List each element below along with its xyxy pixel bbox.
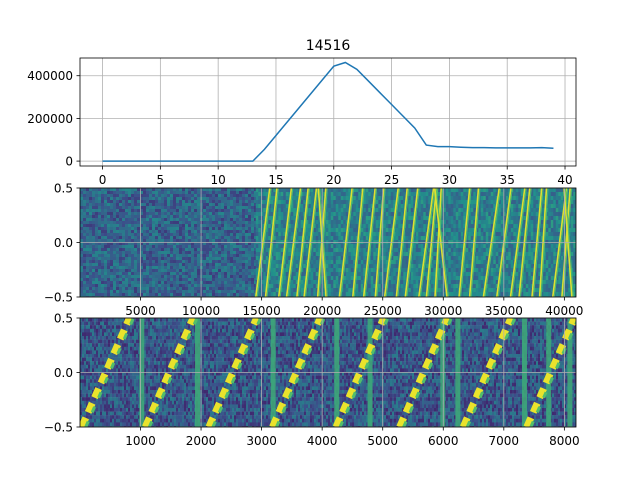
y-tick-label: 200000 xyxy=(27,112,73,126)
x-tick-label: 5000 xyxy=(125,304,156,318)
x-tick-label: 4000 xyxy=(307,434,338,448)
y-tick-label: 0 xyxy=(65,155,73,169)
series-line xyxy=(102,61,554,162)
line-panel: 0 5 10 15 20 25 30 35 40 0 200000 400000 xyxy=(27,57,577,187)
x-tick-label: 8000 xyxy=(549,434,580,448)
x-tick-label: 7000 xyxy=(489,434,520,448)
x-tick-label: 20 xyxy=(326,173,341,187)
x-tick-label: 25 xyxy=(384,173,399,187)
x-tick-label: 2000 xyxy=(186,434,217,448)
y-tick-label: 0.5 xyxy=(54,182,73,196)
heatmap-image xyxy=(80,318,576,427)
x-tick-label: 0 xyxy=(99,173,107,187)
x-tick-label: 35 xyxy=(500,173,515,187)
x-tick-label: 5 xyxy=(157,173,165,187)
x-tick-label: 6000 xyxy=(428,434,459,448)
y-tick-label: −0.5 xyxy=(44,291,73,305)
x-tick-label: 1000 xyxy=(125,434,156,448)
y-tick-label: −0.5 xyxy=(44,421,73,435)
x-tick-label: 30 xyxy=(442,173,457,187)
x-tick-label: 30000 xyxy=(424,304,462,318)
x-tick-label: 15000 xyxy=(243,304,281,318)
x-tick-label: 3000 xyxy=(246,434,277,448)
x-tick-label: 20000 xyxy=(303,304,341,318)
x-tick-label: 15 xyxy=(268,173,283,187)
x-tick-label: 25000 xyxy=(364,304,402,318)
x-tick-label: 40000 xyxy=(545,304,583,318)
spectrogram-panel-full: 5000 10000 15000 20000 25000 30000 35000 40000 −… xyxy=(44,182,584,319)
y-tick-label: 0.5 xyxy=(54,312,73,326)
plot-frame xyxy=(79,57,577,167)
x-tick-label: 40 xyxy=(557,173,572,187)
x-tick-label: 5000 xyxy=(367,434,398,448)
x-tick-label: 10000 xyxy=(182,304,220,318)
y-tick-label: 400000 xyxy=(27,69,73,83)
y-tick-label: 0.0 xyxy=(54,236,73,250)
chart-title: 14516 xyxy=(306,38,351,54)
spectrogram-panel-zoom: 1000 2000 3000 4000 5000 6000 7000 8000 −0.5 0.0 0… xyxy=(44,312,580,449)
x-tick-label: 35000 xyxy=(485,304,523,318)
y-tick-label: 0.0 xyxy=(54,366,73,380)
x-tick-label: 10 xyxy=(211,173,226,187)
